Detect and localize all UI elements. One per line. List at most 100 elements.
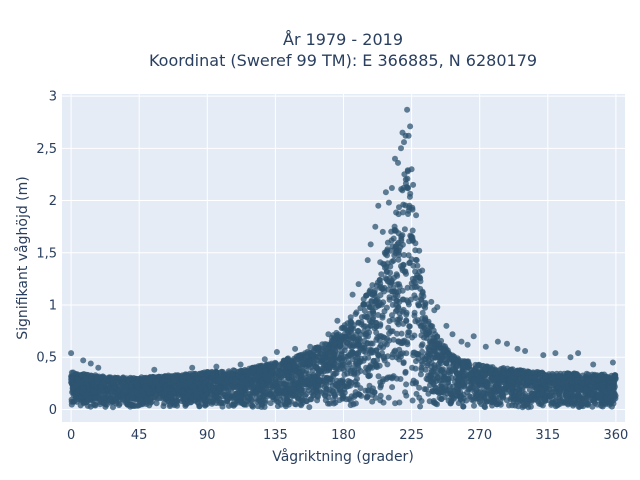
data-point bbox=[555, 383, 562, 390]
data-point bbox=[454, 359, 461, 366]
data-point bbox=[299, 397, 306, 404]
data-point bbox=[450, 366, 457, 372]
x-tick-label: 90 bbox=[199, 428, 216, 443]
data-point bbox=[196, 403, 203, 409]
data-point bbox=[540, 352, 547, 359]
data-point bbox=[422, 314, 429, 321]
data-point bbox=[394, 272, 401, 279]
data-point bbox=[401, 139, 407, 146]
data-point bbox=[413, 358, 419, 365]
data-point bbox=[129, 395, 136, 401]
data-point bbox=[609, 359, 616, 366]
data-point bbox=[377, 397, 384, 404]
data-point bbox=[125, 376, 132, 383]
data-point bbox=[606, 374, 613, 381]
data-point bbox=[421, 334, 427, 341]
data-point bbox=[282, 379, 289, 385]
data-point bbox=[330, 370, 337, 377]
data-point bbox=[364, 314, 370, 321]
data-point bbox=[398, 330, 405, 337]
data-point bbox=[585, 377, 592, 384]
data-point bbox=[237, 361, 244, 368]
data-point bbox=[400, 359, 407, 366]
data-point bbox=[417, 403, 424, 410]
data-point bbox=[369, 391, 376, 398]
data-point bbox=[164, 373, 171, 380]
data-point bbox=[216, 400, 223, 407]
data-point bbox=[389, 375, 395, 382]
data-point bbox=[299, 363, 306, 369]
chart-title-line-1: År 1979 - 2019 bbox=[283, 30, 403, 49]
data-point bbox=[207, 382, 214, 389]
data-point bbox=[353, 359, 360, 365]
data-point bbox=[399, 308, 406, 315]
data-point bbox=[309, 352, 316, 359]
data-point bbox=[389, 288, 396, 295]
data-point bbox=[403, 381, 410, 388]
data-point bbox=[507, 377, 514, 384]
data-point bbox=[344, 365, 351, 372]
data-point bbox=[430, 348, 437, 355]
data-point bbox=[338, 362, 345, 369]
data-point bbox=[385, 394, 392, 401]
data-point bbox=[395, 256, 402, 263]
data-point bbox=[408, 166, 415, 173]
data-point bbox=[467, 385, 474, 391]
data-point bbox=[367, 287, 374, 294]
data-point bbox=[140, 391, 147, 398]
data-point bbox=[406, 202, 413, 209]
data-point bbox=[548, 400, 555, 407]
data-point bbox=[407, 232, 414, 239]
data-point bbox=[370, 385, 376, 392]
data-point bbox=[127, 383, 134, 390]
data-point bbox=[365, 367, 372, 374]
data-point bbox=[390, 336, 397, 343]
data-point bbox=[246, 395, 253, 402]
data-point bbox=[601, 388, 608, 395]
data-point bbox=[412, 284, 418, 291]
x-tick-label: 315 bbox=[535, 428, 560, 443]
data-point bbox=[404, 284, 411, 291]
data-point bbox=[356, 391, 363, 398]
x-tick-label: 360 bbox=[604, 428, 629, 443]
data-point bbox=[97, 388, 104, 395]
data-point bbox=[440, 389, 447, 396]
data-point bbox=[476, 382, 483, 389]
data-point bbox=[314, 353, 321, 360]
data-point bbox=[243, 401, 250, 408]
data-point bbox=[417, 275, 424, 282]
data-point bbox=[380, 355, 387, 362]
data-point bbox=[351, 393, 358, 400]
data-point bbox=[168, 394, 175, 400]
data-point bbox=[608, 403, 615, 410]
data-point bbox=[396, 346, 403, 353]
data-point bbox=[447, 390, 454, 397]
data-point bbox=[363, 330, 370, 337]
data-point bbox=[345, 359, 352, 366]
data-point bbox=[270, 364, 277, 370]
data-point bbox=[135, 402, 142, 409]
data-point bbox=[424, 350, 431, 357]
data-point bbox=[532, 385, 539, 392]
data-point bbox=[404, 185, 411, 192]
data-point bbox=[400, 201, 407, 208]
data-point bbox=[481, 365, 488, 372]
data-point bbox=[401, 226, 408, 233]
data-point bbox=[331, 336, 338, 343]
data-point bbox=[186, 389, 193, 396]
data-point bbox=[597, 372, 604, 379]
data-point bbox=[414, 351, 421, 358]
data-point bbox=[352, 381, 359, 388]
data-point bbox=[420, 302, 427, 309]
data-point bbox=[389, 384, 396, 391]
data-point bbox=[482, 343, 489, 350]
data-point bbox=[409, 227, 416, 234]
data-point bbox=[382, 189, 389, 196]
data-point bbox=[432, 384, 439, 391]
data-point bbox=[490, 388, 496, 395]
data-point bbox=[347, 314, 354, 321]
data-point bbox=[535, 398, 542, 405]
data-point bbox=[379, 312, 386, 319]
